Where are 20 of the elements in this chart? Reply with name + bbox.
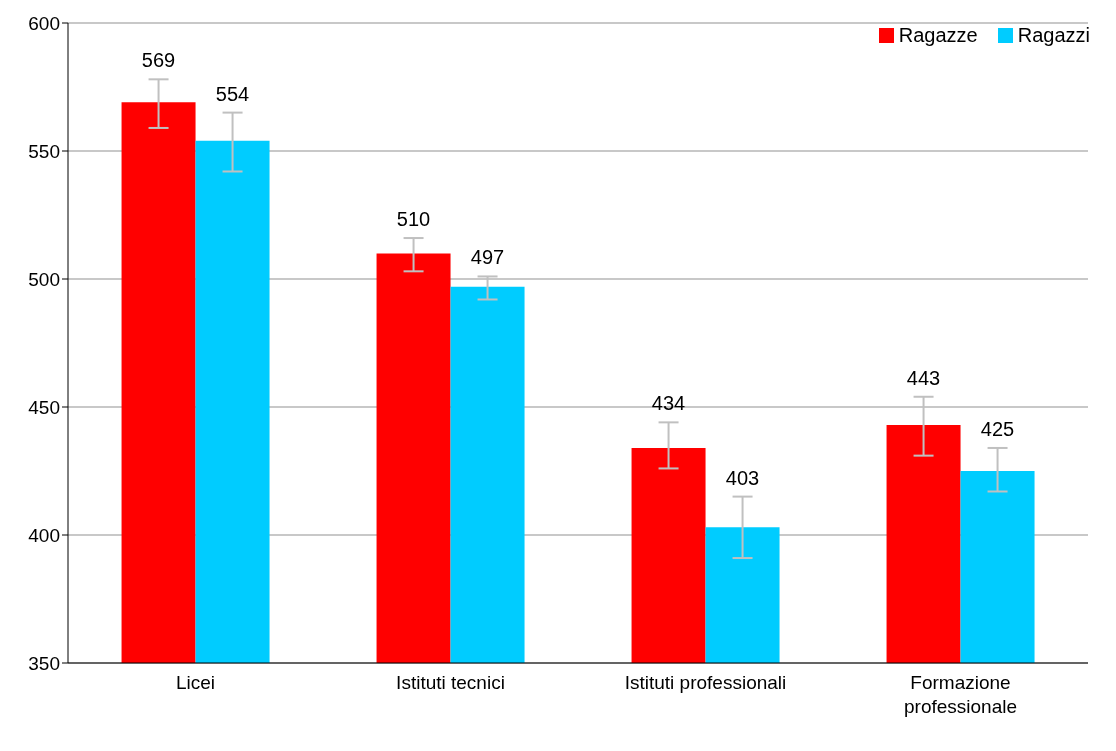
- data-label: 434: [651, 392, 686, 415]
- x-tick-label: Licei: [175, 672, 216, 693]
- y-tick-label: 450: [28, 396, 60, 418]
- data-label: 403: [725, 466, 760, 489]
- data-label: 510: [396, 208, 431, 231]
- y-tick-label: 500: [28, 268, 60, 290]
- data-label: 425: [980, 417, 1015, 440]
- data-label: 443: [906, 366, 941, 389]
- x-tick-label: Istituti tecnici: [396, 672, 505, 693]
- legend-label: Ragazze: [898, 24, 978, 47]
- x-tick-label: Formazione professionale: [903, 672, 1018, 717]
- legend-label: Ragazzi: [1017, 24, 1090, 47]
- data-label: 497: [470, 246, 505, 269]
- data-label: 554: [215, 82, 250, 105]
- data-label: 569: [141, 49, 176, 72]
- y-tick-label: 400: [28, 524, 60, 546]
- y-tick-label: 350: [28, 652, 60, 674]
- x-tick-label: Istituti professionali: [624, 672, 787, 693]
- y-tick-label: 600: [28, 12, 60, 34]
- y-tick-label: 550: [28, 140, 60, 162]
